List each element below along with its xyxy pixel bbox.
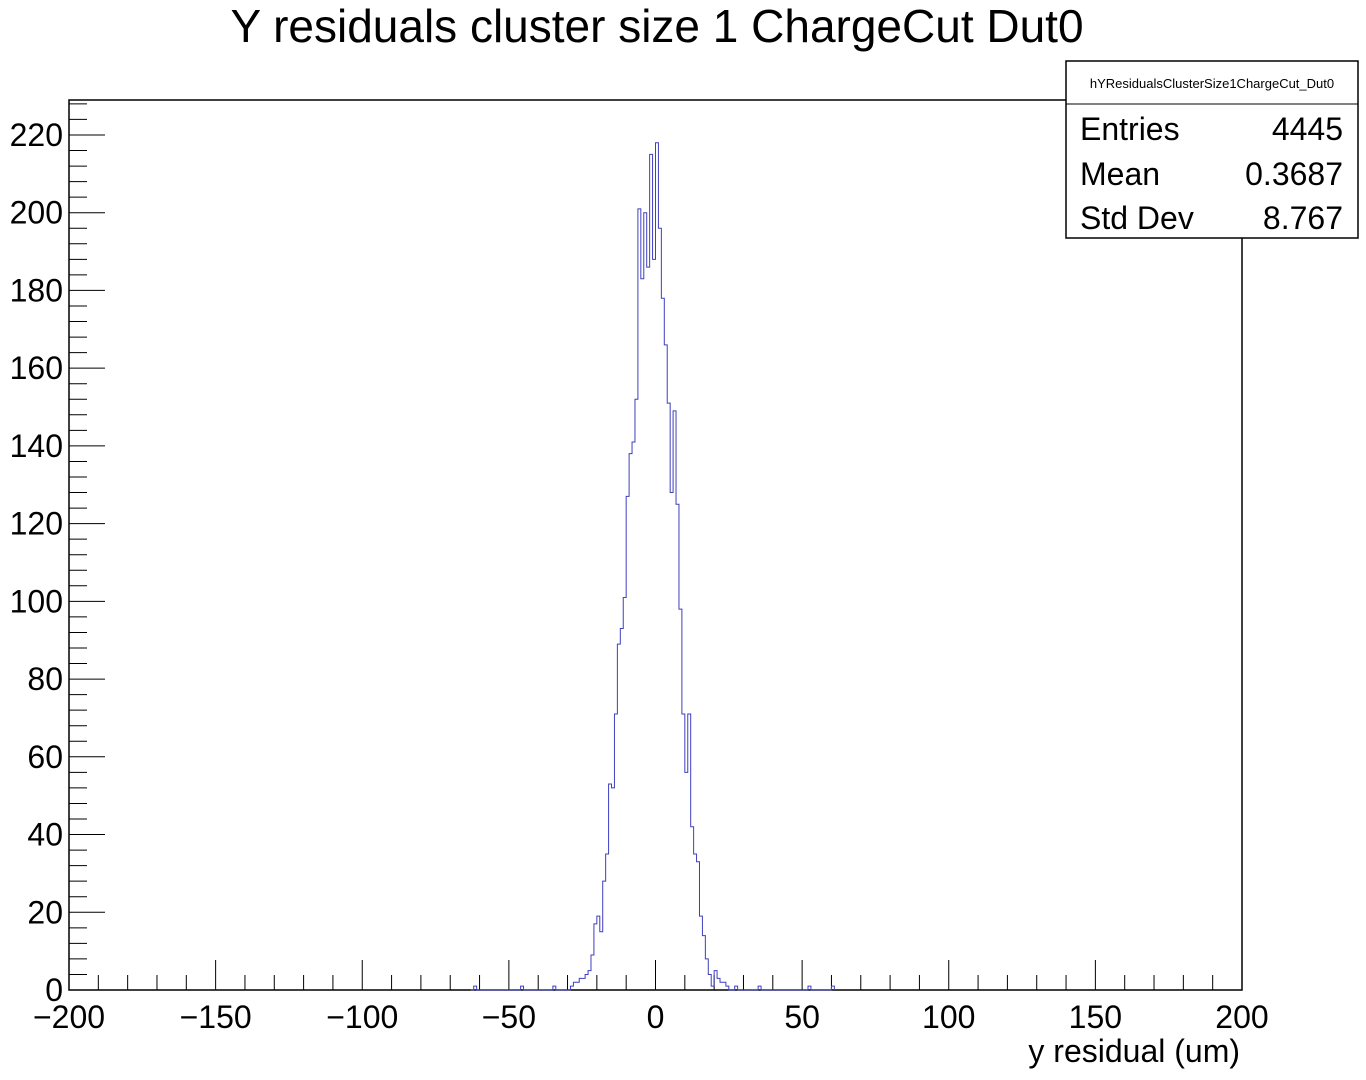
y-tick-label: 60 [27,739,63,775]
x-tick-label: −150 [180,999,252,1035]
histogram-outline [470,142,835,991]
y-axis-ticks [69,134,105,991]
x-axis-tick-labels: −200 −150 −100 −50 0 50 100 150 200 [33,999,1269,1035]
stats-mean-label: Mean [1080,156,1160,192]
histogram-bin [644,213,647,990]
y-tick-label: 220 [10,117,63,153]
histogram-bin [635,399,638,990]
x-axis-title: y residual (um) [1028,1033,1240,1069]
y-tick-label: 80 [27,661,63,697]
histogram-bin [653,259,656,990]
stats-box: hYResidualsClusterSize1ChargeCut_Dut0 En… [1065,60,1359,239]
y-tick-label: 140 [10,428,63,464]
histogram-bin [620,629,623,990]
stats-mean-value: 0.3687 [1245,156,1343,192]
histogram-bins [474,143,835,990]
x-tick-label: 150 [1069,999,1122,1035]
histogram-bin [661,298,664,990]
y-tick-label: 0 [45,972,63,1008]
histogram-bin [720,982,723,990]
y-tick-label: 100 [10,583,63,619]
histogram-bin [656,143,659,990]
x-tick-label: 50 [784,999,820,1035]
histogram-bin [623,597,626,990]
stats-entries-label: Entries [1080,111,1180,147]
y-tick-label: 40 [27,817,63,853]
histogram-bin [647,267,650,990]
stats-entries-value: 4445 [1272,111,1343,147]
y-axis-tick-labels: 0 20 40 60 80 100 120 140 160 180 200 220 [10,117,63,1008]
histogram-bin [694,854,697,990]
histogram-bin [670,493,673,990]
stats-histogram-name: hYResidualsClusterSize1ChargeCut_Dut0 [1090,76,1334,91]
histogram-bin [650,154,653,990]
stats-stddev-label: Std Dev [1080,200,1194,236]
x-tick-label: −50 [482,999,536,1035]
histogram-bin [576,982,579,990]
histogram-bin [612,788,615,990]
y-tick-label: 160 [10,350,63,386]
y-tick-label: 180 [10,272,63,308]
histogram-bin [664,345,667,990]
histogram-bin [582,978,585,990]
x-tick-label: 100 [922,999,975,1035]
histogram-bin [600,932,603,990]
x-tick-label: −100 [326,999,398,1035]
y-axis-minor-ticks [69,103,87,975]
chart-title: Y residuals cluster size 1 ChargeCut Dut… [230,0,1083,52]
histogram-bin [685,772,688,990]
x-axis-ticks [68,960,1243,990]
x-axis-minor-ticks [97,975,1214,990]
stats-box-frame [1065,60,1359,239]
histogram-bin [632,442,635,990]
stats-stddev-value: 8.767 [1263,200,1343,236]
histogram-bin [641,279,644,990]
y-tick-label: 200 [10,195,63,231]
histogram-bin [629,454,632,990]
x-tick-label: 0 [647,999,665,1035]
x-tick-label: 200 [1215,999,1268,1035]
y-tick-label: 20 [27,894,63,930]
x-tick-label: −200 [33,999,105,1035]
y-tick-label: 120 [10,506,63,542]
histogram-bin [658,228,661,990]
